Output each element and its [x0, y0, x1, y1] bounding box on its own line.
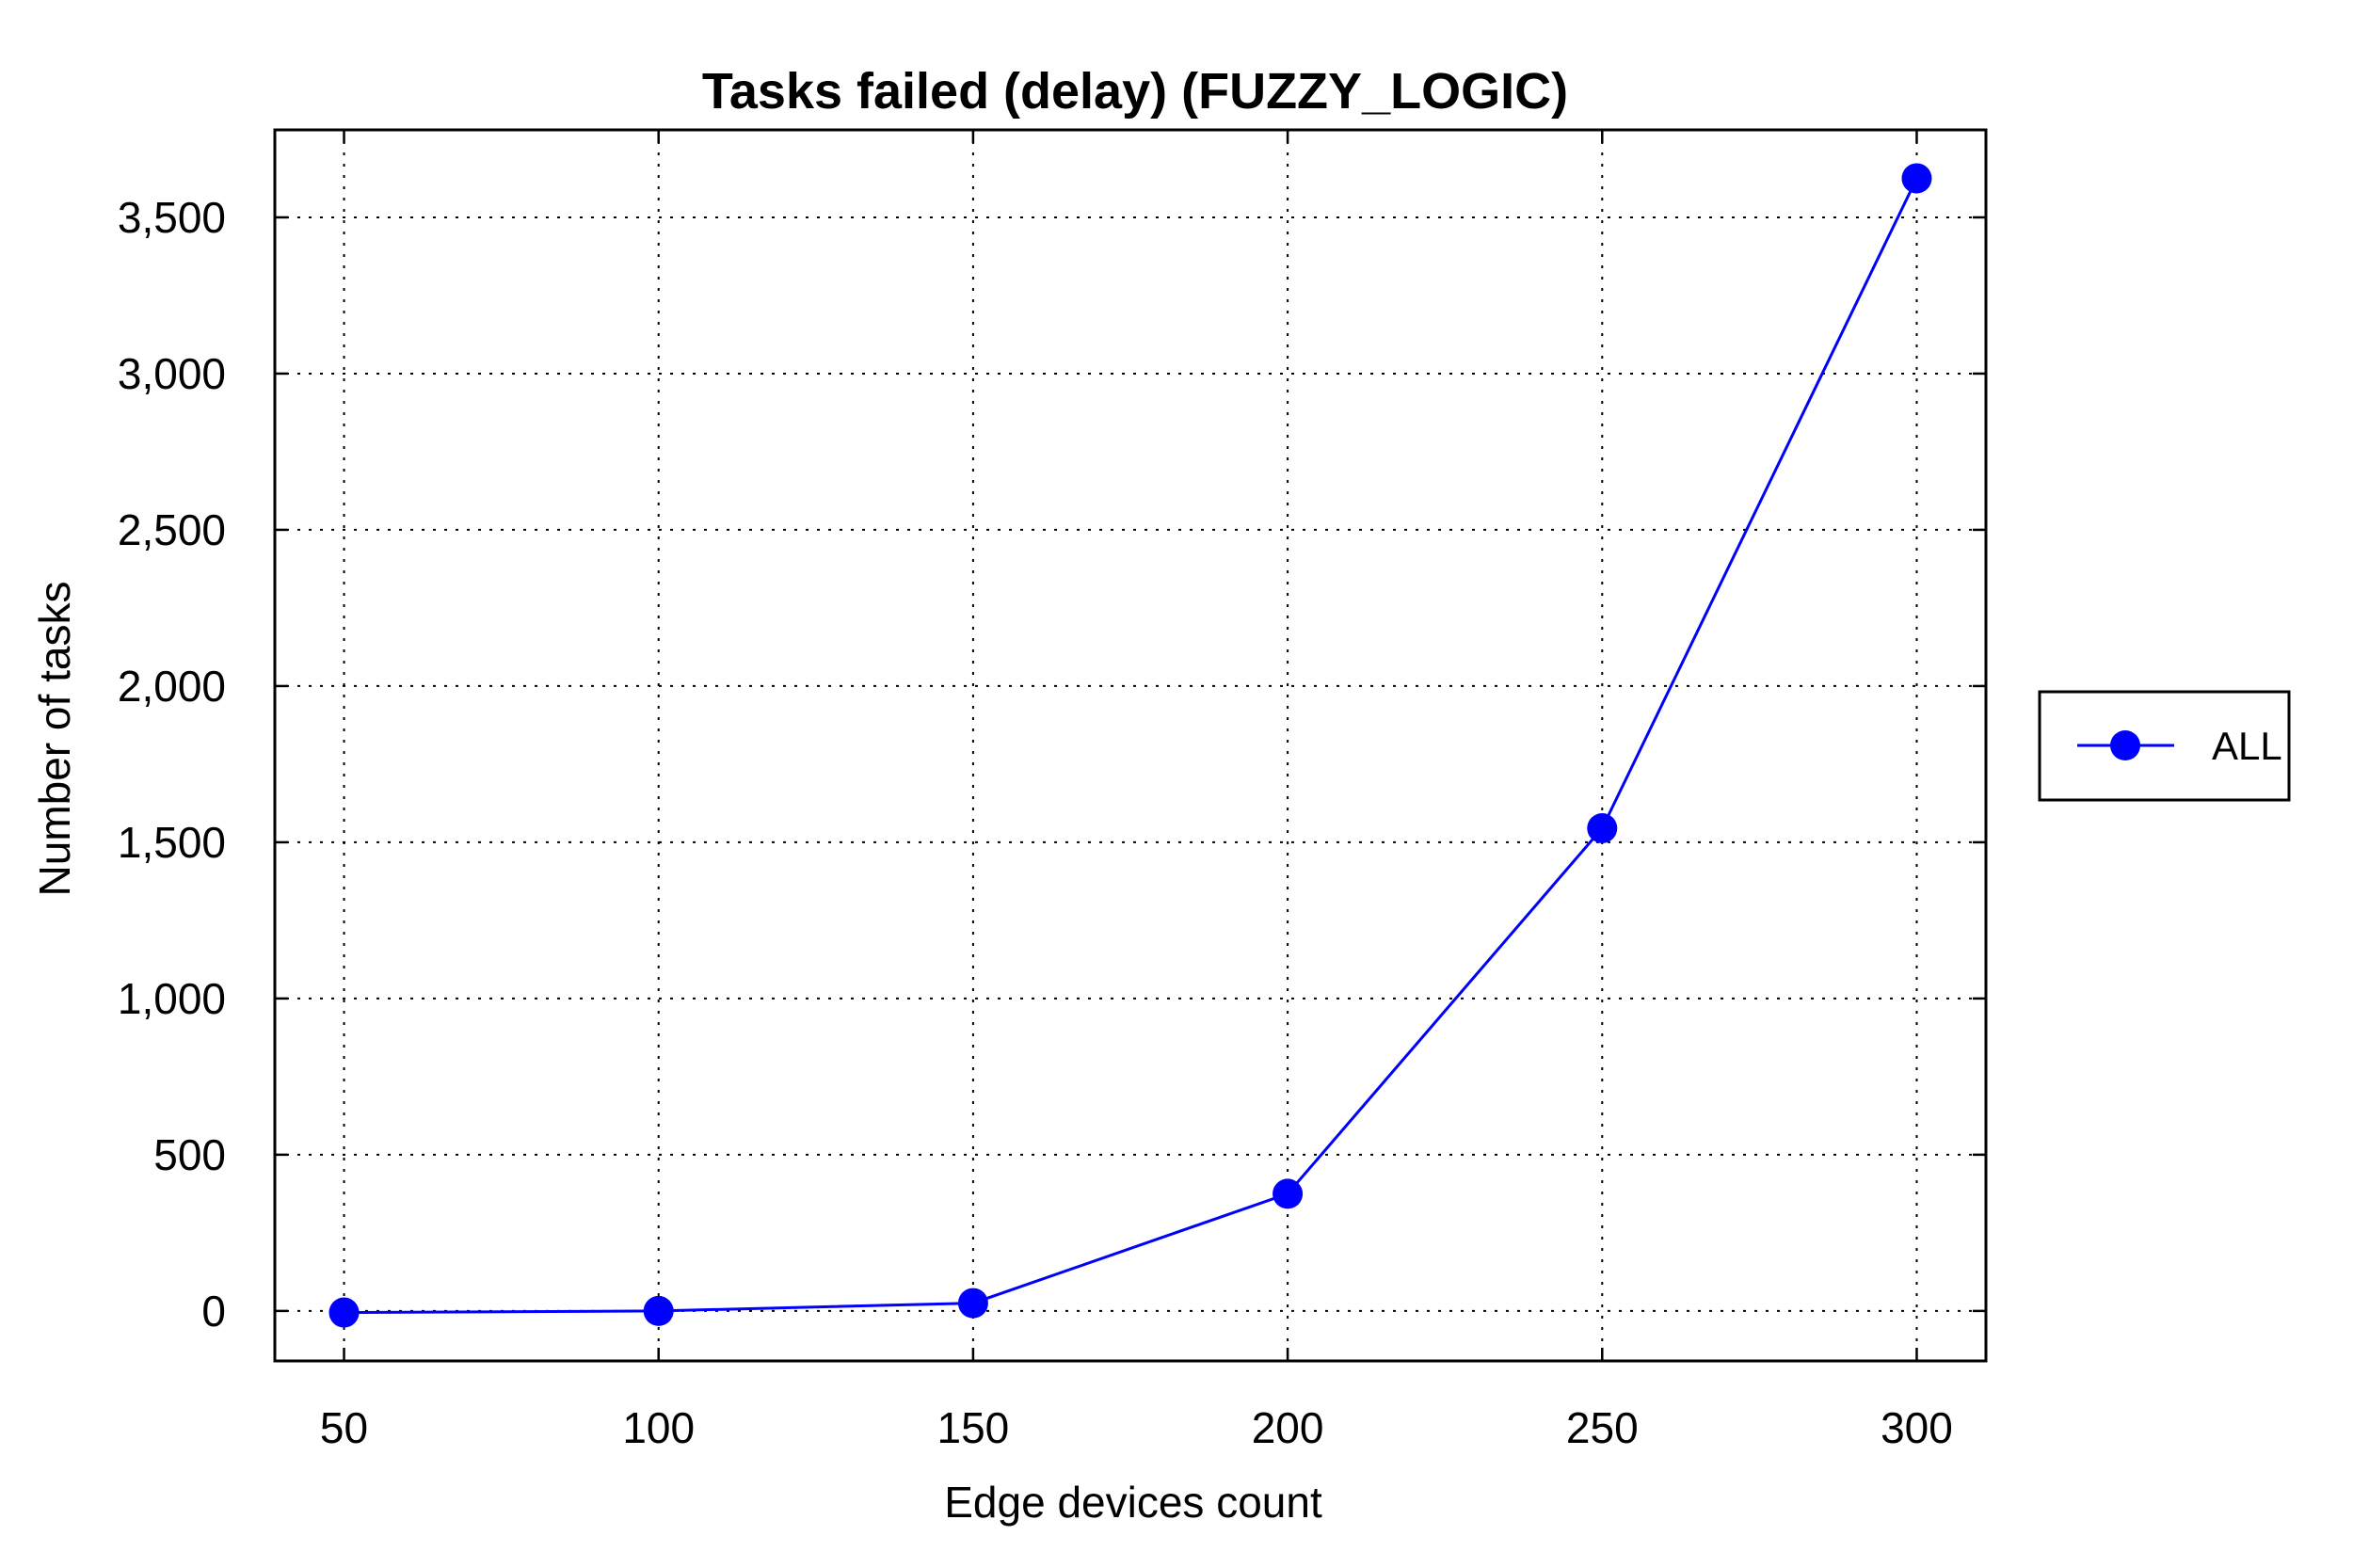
x-tick-label-50: 50 — [320, 1403, 368, 1452]
data-point-all-300 — [1901, 163, 1932, 194]
plot-area-frame — [273, 128, 1988, 1363]
x-tick-label-100: 100 — [622, 1403, 695, 1452]
legend-marker-all — [2110, 730, 2140, 760]
x-axis-label: Edge devices count — [944, 1478, 1322, 1527]
y-tick-label-3500: 3,500 — [118, 193, 226, 242]
x-tick-label-200: 200 — [1252, 1403, 1324, 1452]
x-tick-label-150: 150 — [937, 1403, 1010, 1452]
y-tick-label-2000: 2,000 — [118, 662, 226, 711]
data-point-all-250 — [1587, 812, 1618, 843]
y-tick-label-500: 500 — [153, 1130, 226, 1179]
chart-title: Tasks failed (delay) (FUZZY_LOGIC) — [702, 63, 1568, 120]
data-point-all-50 — [328, 1297, 360, 1328]
y-tick-label-1000: 1,000 — [118, 974, 226, 1023]
legend: ALL — [2038, 690, 2291, 802]
series-line-all — [344, 177, 1918, 1315]
y-tick-label-2500: 2,500 — [118, 505, 226, 554]
data-series — [328, 163, 1932, 1328]
y-tick-label-3000: 3,000 — [118, 349, 226, 398]
data-point-all-100 — [643, 1295, 674, 1326]
data-point-all-200 — [1273, 1178, 1304, 1209]
y-tick-label-1500: 1,500 — [118, 818, 226, 867]
x-tick-label-300: 300 — [1881, 1403, 1953, 1452]
x-tick-label-250: 250 — [1566, 1403, 1639, 1452]
y-tick-label-0: 0 — [201, 1287, 226, 1336]
y-axis-label: Number of tasks — [30, 582, 79, 897]
data-point-all-150 — [957, 1288, 988, 1319]
axis-ticks: 50 100 150 200 250 300 0 500 1,000 1,500 2,000 2,50… — [118, 130, 1986, 1452]
legend-label-all: ALL — [2212, 724, 2282, 768]
